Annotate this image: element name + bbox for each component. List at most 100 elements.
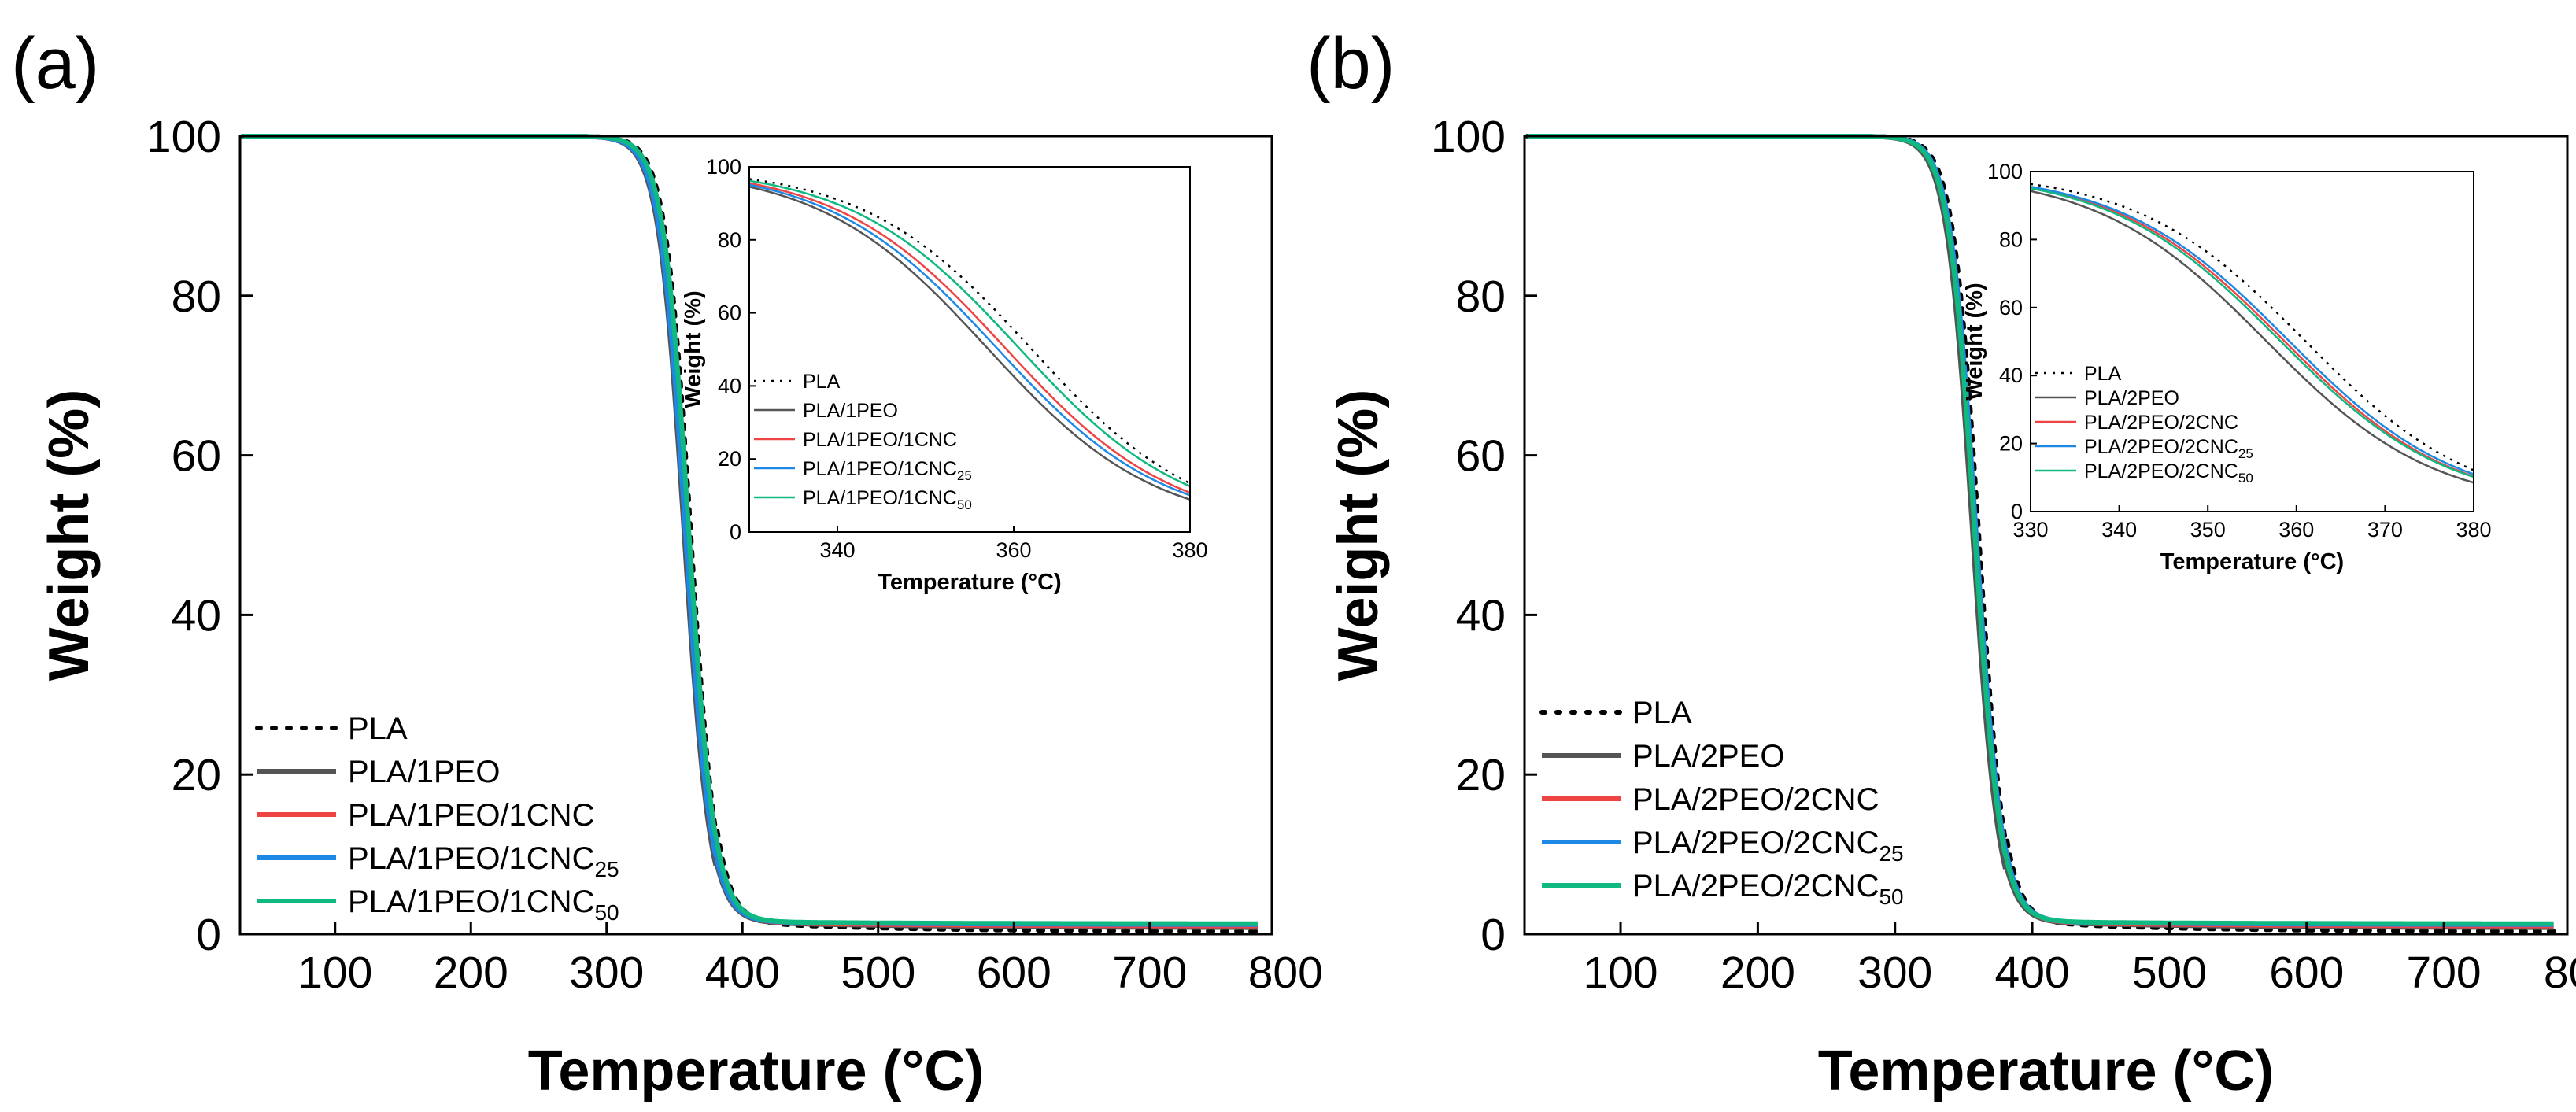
y-tick-label: 80 [172, 272, 221, 322]
inset-legend-label-3: PLA/2PEO/2CNC25 [2084, 436, 2253, 461]
inset-legend-subscript: 25 [2238, 446, 2253, 461]
legend-label-2: PLA/2PEO/2CNC [1632, 782, 1879, 817]
inset-legend-label-3: PLA/1PEO/1CNC25 [803, 458, 972, 483]
y-tick-label: 40 [172, 590, 221, 641]
x-tick-label: 700 [2407, 948, 2482, 998]
y-tick-label: 40 [1456, 590, 1506, 641]
inset-x-axis-title: Temperature (°C) [878, 570, 1061, 595]
inset-legend-name: PLA/1PEO/1CNC [803, 429, 957, 451]
legend-name: PLA/1PEO [348, 755, 500, 789]
inset-legend: PLAPLA/1PEOPLA/1PEO/1CNCPLA/1PEO/1CNC25P… [754, 371, 972, 512]
inset-y-tick-label: 40 [718, 374, 741, 397]
inset-legend-subscript: 50 [2238, 471, 2253, 486]
x-axis-title: Temperature (°C) [528, 1040, 985, 1103]
x-axis-title: Temperature (°C) [1818, 1040, 2275, 1103]
inset-legend-name: PLA/2PEO/2CNC [2084, 412, 2238, 434]
panel-label: (b) [1306, 24, 1395, 104]
legend: PLAPLA/1PEOPLA/1PEO/1CNCPLA/1PEO/1CNC25P… [255, 711, 619, 925]
inset-y-tick-label: 20 [1999, 432, 2023, 456]
legend-name: PLA [348, 711, 408, 746]
panel-b: (b)100200300400500600700800020406080100T… [1306, 24, 2576, 1103]
inset-y-tick-label: 40 [1999, 364, 2023, 387]
legend-name: PLA [1632, 696, 1692, 730]
inset-y-axis-title: Weight (%) [681, 290, 706, 408]
x-tick-label: 400 [1995, 948, 2070, 998]
plot-frame [238, 135, 1273, 936]
x-tick-label: 800 [2544, 948, 2576, 998]
inset-frame [2030, 171, 2474, 512]
legend-label-3: PLA/2PEO/2CNC25 [1632, 826, 1904, 866]
legend-name: PLA/2PEO/2CNC [1632, 826, 1879, 860]
x-tick-label: 800 [1248, 948, 1323, 998]
plot-frame [1523, 135, 2569, 936]
legend-label-4: PLA/1PEO/1CNC50 [348, 885, 619, 925]
inset-frame [748, 166, 1191, 533]
inset-legend-subscript: 25 [957, 468, 972, 483]
inset-series-line-1 [2030, 190, 2474, 484]
inset-legend-name: PLA/1PEO [803, 400, 898, 422]
inset-x-axis-title: Temperature (°C) [2160, 549, 2344, 574]
inset-series-line-4 [2030, 187, 2474, 478]
inset-x-tick-label: 380 [2456, 518, 2491, 541]
inset-legend-label-1: PLA/2PEO [2084, 387, 2179, 409]
inset-series-line-3 [2030, 186, 2474, 475]
inset-legend-name: PLA/2PEO/2CNC [2084, 436, 2238, 458]
y-tick-label: 20 [172, 750, 221, 800]
x-tick-label: 500 [841, 948, 915, 998]
inset-legend-label-2: PLA/1PEO/1CNC [803, 429, 957, 451]
y-axis-title: Weight (%) [38, 390, 101, 682]
x-tick-label: 600 [2269, 948, 2344, 998]
inset-y-axis-title: Weight (%) [1962, 283, 1987, 400]
y-tick-label: 20 [1456, 750, 1506, 800]
inset-series-line-4 [748, 179, 1191, 488]
legend-label-0: PLA [1632, 696, 1692, 730]
inset-legend-label-0: PLA [803, 371, 841, 393]
inset-x-tick-label: 380 [1172, 538, 1207, 562]
y-axis-title: Weight (%) [1327, 390, 1390, 682]
y-tick-label: 100 [146, 112, 221, 162]
inset-series-line-1 [748, 186, 1191, 501]
inset-x-tick-label: 350 [2190, 518, 2226, 541]
x-tick-label: 200 [434, 948, 508, 998]
y-tick-label: 0 [1480, 910, 1506, 960]
inset-x-tick-label: 340 [819, 538, 855, 562]
y-tick-label: 60 [172, 431, 221, 482]
x-tick-label: 200 [1720, 948, 1795, 998]
legend-label-1: PLA/1PEO [348, 755, 500, 789]
inset-legend-label-4: PLA/1PEO/1CNC50 [803, 487, 972, 512]
inset-y-tick-label: 0 [2011, 500, 2023, 523]
y-tick-label: 80 [1456, 272, 1506, 322]
x-tick-label: 100 [298, 948, 372, 998]
legend-name: PLA/1PEO/1CNC [348, 885, 594, 919]
inset-legend-name: PLA/2PEO/2CNC [2084, 460, 2238, 482]
x-tick-label: 500 [2132, 948, 2207, 998]
legend-label-3: PLA/1PEO/1CNC25 [348, 841, 619, 881]
inset-x-tick-label: 340 [2101, 518, 2137, 541]
x-tick-label: 100 [1583, 948, 1658, 998]
inset-x-tick-label: 370 [2367, 518, 2403, 541]
inset-x-tick-label: 360 [2278, 518, 2314, 541]
legend-name: PLA/2PEO/2CNC [1632, 869, 1879, 903]
panel-a: (a)100 200 300 400 500 600 700 800020406080100T… [11, 24, 1323, 1103]
inset-y-tick-label: 60 [718, 301, 741, 325]
y-tick-label: 60 [1456, 431, 1506, 482]
inset-y-tick-label: 100 [1987, 160, 2023, 183]
inset-x-tick-label: 360 [996, 538, 1031, 562]
inset-x-tick-label: 330 [2012, 518, 2048, 541]
inset-series-line-2 [748, 182, 1191, 494]
x-tick-label: 300 [1857, 948, 1932, 998]
inset-legend-label-0: PLA [2084, 363, 2122, 385]
inset-series-line-2 [2030, 187, 2474, 478]
inset-y-tick-label: 80 [1999, 227, 2023, 251]
legend-name: PLA/2PEO [1632, 739, 1784, 774]
inset-legend-name: PLA/1PEO/1CNC [803, 458, 957, 480]
inset-series-line-3 [748, 183, 1191, 497]
x-tick-label: 400 [705, 948, 780, 998]
legend-label-2: PLA/1PEO/1CNC [348, 798, 594, 833]
inset-y-tick-label: 0 [730, 520, 741, 544]
inset: 330 340 350 360 370 380 0 20 40 60 80 100 Temperatur… [1962, 160, 2492, 574]
inset-background [749, 167, 1190, 532]
legend-name: PLA/1PEO/1CNC [348, 841, 594, 876]
inset-legend-name: PLA [803, 371, 841, 393]
